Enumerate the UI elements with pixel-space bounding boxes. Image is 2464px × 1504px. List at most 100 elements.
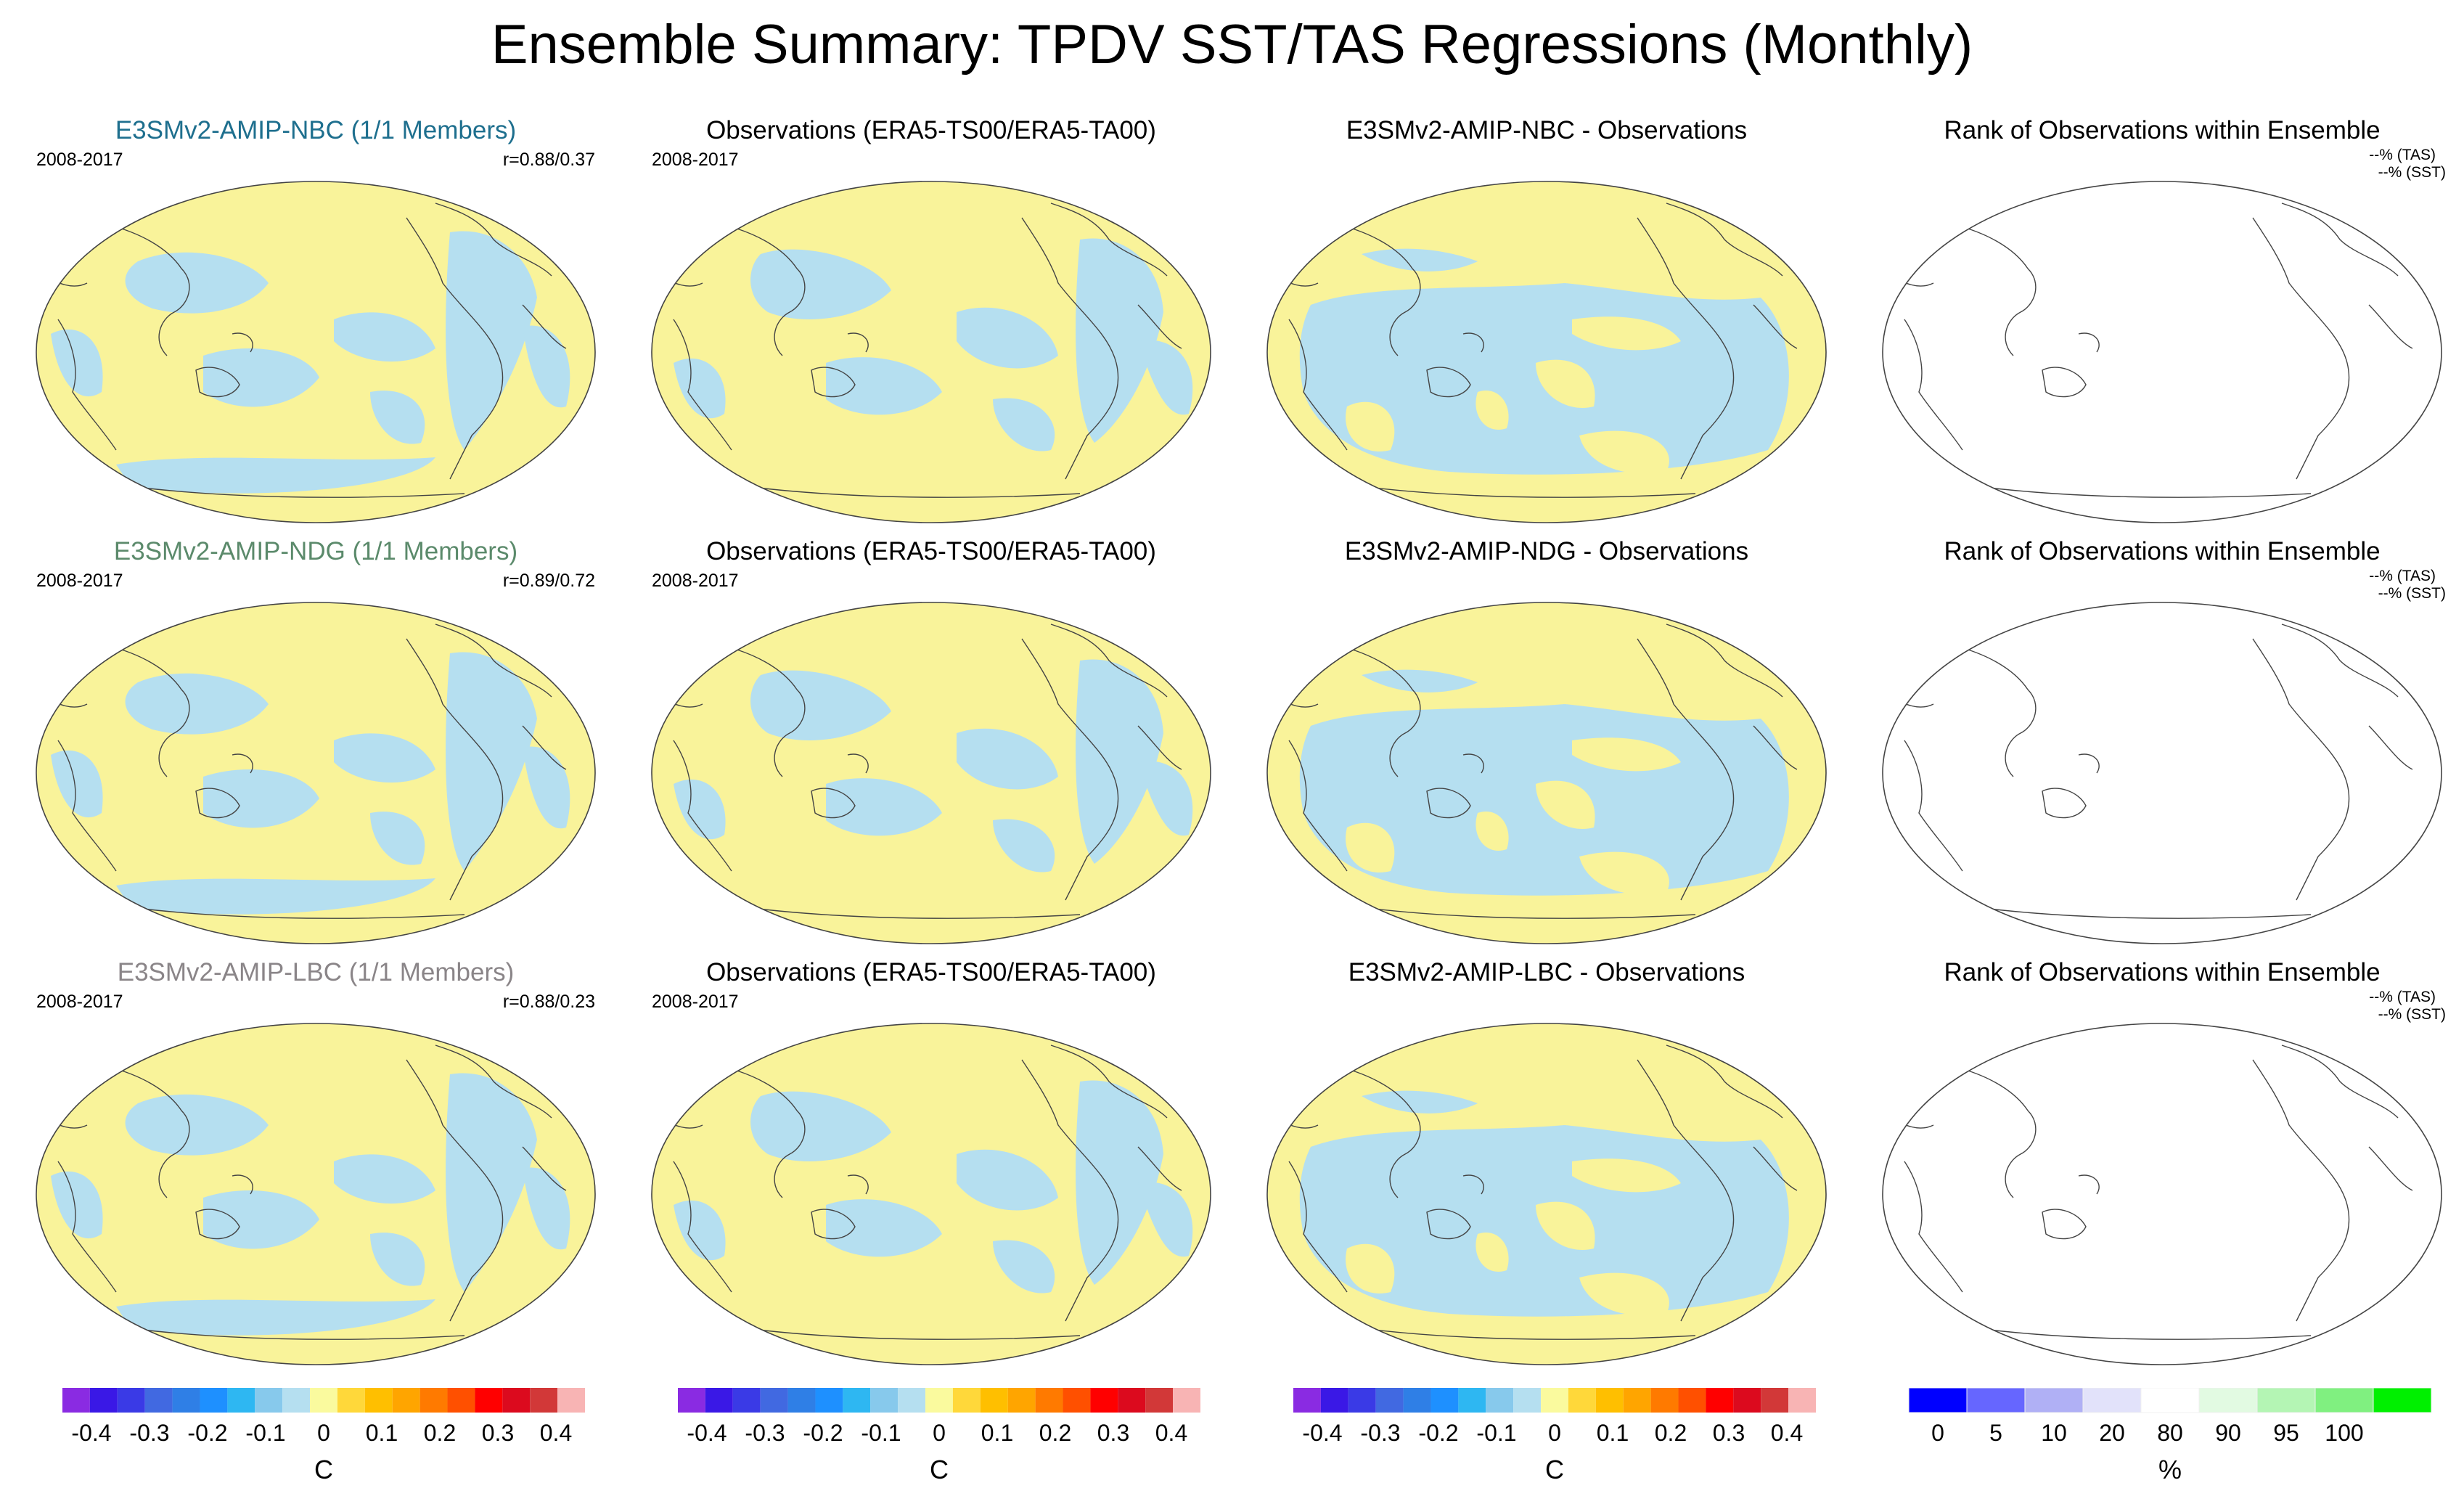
coastline: [406, 638, 504, 901]
colorbar-swatches: [678, 1388, 1200, 1413]
colorbar-swatch: [1320, 1388, 1348, 1413]
colorbar-swatch: [2373, 1388, 2432, 1413]
coastline: [1137, 1146, 1182, 1191]
negative-region: [446, 231, 537, 450]
negative-region: [446, 652, 537, 871]
colorbar-tick-label: 0.4: [539, 1420, 573, 1446]
correlation-label: r=0.88/0.37: [502, 150, 595, 170]
coastline: [1288, 740, 1348, 872]
coastline: [2078, 753, 2100, 774]
coastline: [847, 332, 869, 353]
map-background: [1883, 1023, 2442, 1365]
panel-title: Rank of Observations within Ensemble: [1944, 537, 2381, 565]
colorbar-tick-label: 80: [2157, 1420, 2183, 1446]
panel-title: Observations (ERA5-TS00/ERA5-TA00): [706, 537, 1156, 565]
map-border: [1266, 1023, 1827, 1365]
colorbar-swatch: [1403, 1388, 1431, 1413]
colorbar-tick-label: -0.1: [1476, 1420, 1517, 1446]
colorbar-tick-label: 0: [933, 1420, 946, 1446]
negative-region: [116, 1299, 435, 1336]
negative-region: [750, 249, 891, 319]
colorbar-unit: %: [2158, 1455, 2182, 1484]
coastline: [195, 1209, 240, 1240]
colorbar-tick-label: 20: [2099, 1420, 2125, 1446]
coastline: [1288, 319, 1348, 451]
negative-region: [1138, 340, 1193, 415]
colorbar-swatch: [2198, 1388, 2258, 1413]
negative-region: [51, 1171, 103, 1239]
coastline: [1050, 624, 1168, 698]
colorbar-tick-label: 90: [2215, 1420, 2241, 1446]
positive-region: [1536, 780, 1595, 829]
coastline: [435, 1045, 552, 1119]
regression-map: [651, 181, 1211, 523]
colorbar-tick-label: -0.3: [745, 1420, 785, 1446]
map-border: [36, 181, 596, 523]
coastline: [1462, 1174, 1484, 1195]
map-border: [651, 181, 1211, 523]
colorbar-swatch: [557, 1388, 585, 1413]
colorbar-tick-label: -0.1: [861, 1420, 901, 1446]
negative-region: [1076, 659, 1163, 864]
coastline: [1904, 1161, 1963, 1293]
negative-region: [334, 1154, 435, 1204]
coastline: [1426, 788, 1471, 819]
colorbar-swatch: [1348, 1388, 1376, 1413]
coastline: [811, 1209, 856, 1240]
negative-region: [334, 312, 435, 362]
colorbar-tick-label: 0.4: [1155, 1420, 1188, 1446]
map-border: [651, 602, 1211, 944]
colorbar-swatch: [1090, 1388, 1118, 1413]
colorbar-swatch: [1650, 1388, 1679, 1413]
coastline: [435, 624, 552, 698]
panel-title: E3SMv2-AMIP-NDG (1/1 Members): [113, 537, 518, 565]
map-border: [651, 1023, 1211, 1365]
colorbar-swatch: [62, 1388, 90, 1413]
period-label: 2008-2017: [652, 992, 739, 1012]
panel-model-ndg: E3SMv2-AMIP-NDG (1/1 Members) 2008-2017 …: [22, 537, 610, 958]
coastline: [522, 304, 567, 349]
colorbar-tick-label: -0.4: [71, 1420, 112, 1446]
panel-diff-nbc: E3SMv2-AMIP-NBC - Observations: [1253, 116, 1841, 537]
negative-region: [826, 357, 942, 415]
coastline: [108, 1066, 190, 1198]
period-label: 2008-2017: [36, 992, 123, 1012]
colorbar-tick-label: 100: [2325, 1420, 2364, 1446]
coastline: [724, 1066, 806, 1198]
colorbar-swatch: [760, 1388, 788, 1413]
panel-title: Rank of Observations within Ensemble: [1944, 116, 2381, 144]
coastline: [406, 217, 504, 480]
colorbar-swatch: [1513, 1388, 1542, 1413]
colorbar-tick-label: -0.3: [129, 1420, 170, 1446]
panel-title: E3SMv2-AMIP-LBC (1/1 Members): [117, 958, 515, 986]
colorbar-swatch: [1623, 1388, 1651, 1413]
colorbar-swatch: [1035, 1388, 1063, 1413]
map-border: [36, 1023, 596, 1365]
difference-map: [1266, 602, 1827, 944]
regression-map: [651, 602, 1211, 944]
coastline: [2252, 217, 2350, 480]
colorbar-tick-label: 0.1: [365, 1420, 398, 1446]
negative-region: [993, 819, 1055, 872]
rank-tas-label: --% (TAS): [2369, 147, 2436, 163]
map-background: [1883, 181, 2442, 523]
negative-region: [1138, 1182, 1193, 1257]
difference-map: [1266, 1023, 1827, 1365]
colorbar-swatch: [1706, 1388, 1734, 1413]
colorbar-swatches: [1293, 1388, 1816, 1413]
colorbar-swatch: [1595, 1388, 1624, 1413]
regression-map: [36, 181, 596, 523]
difference-map: [1266, 181, 1827, 523]
panel-obs-2: Observations (ERA5-TS00/ERA5-TA00) 2008-…: [637, 537, 1225, 958]
colorbar-swatch: [815, 1388, 843, 1413]
negative-region: [116, 457, 435, 494]
colorbar-rank: 0 5 10 20 80 90 95 100%: [1887, 1388, 2453, 1504]
colorbar-swatch: [337, 1388, 365, 1413]
coastline: [1753, 725, 1798, 770]
negative-region: [957, 728, 1058, 790]
period-label: 2008-2017: [652, 150, 739, 170]
colorbar-swatch: [255, 1388, 283, 1413]
colorbar-swatch: [530, 1388, 558, 1413]
negative-region: [826, 1199, 942, 1257]
coastline: [522, 725, 567, 770]
